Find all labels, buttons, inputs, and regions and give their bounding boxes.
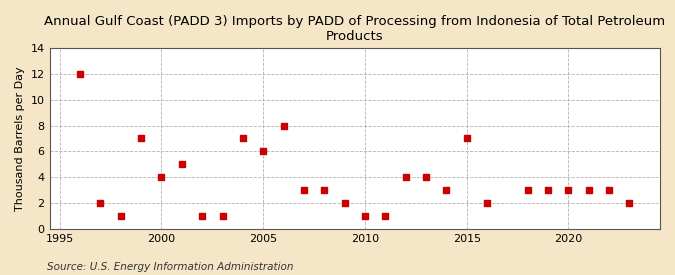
Point [319, 188, 329, 192]
Point [563, 188, 574, 192]
Point [115, 214, 126, 218]
Point [603, 188, 614, 192]
Point [298, 188, 309, 192]
Point [400, 175, 411, 179]
Point [278, 123, 289, 128]
Point [421, 175, 431, 179]
Y-axis label: Thousand Barrels per Day: Thousand Barrels per Day [15, 66, 25, 211]
Point [238, 136, 248, 141]
Point [258, 149, 269, 153]
Point [95, 201, 106, 205]
Point [196, 214, 207, 218]
Point [360, 214, 371, 218]
Point [482, 201, 493, 205]
Point [156, 175, 167, 179]
Point [461, 136, 472, 141]
Point [75, 72, 86, 76]
Title: Annual Gulf Coast (PADD 3) Imports by PADD of Processing from Indonesia of Total: Annual Gulf Coast (PADD 3) Imports by PA… [44, 15, 666, 43]
Point [217, 214, 228, 218]
Point [380, 214, 391, 218]
Point [624, 201, 635, 205]
Point [340, 201, 350, 205]
Point [522, 188, 533, 192]
Text: Source: U.S. Energy Information Administration: Source: U.S. Energy Information Administ… [47, 262, 294, 272]
Point [441, 188, 452, 192]
Point [583, 188, 594, 192]
Point [136, 136, 146, 141]
Point [543, 188, 554, 192]
Point [176, 162, 187, 166]
